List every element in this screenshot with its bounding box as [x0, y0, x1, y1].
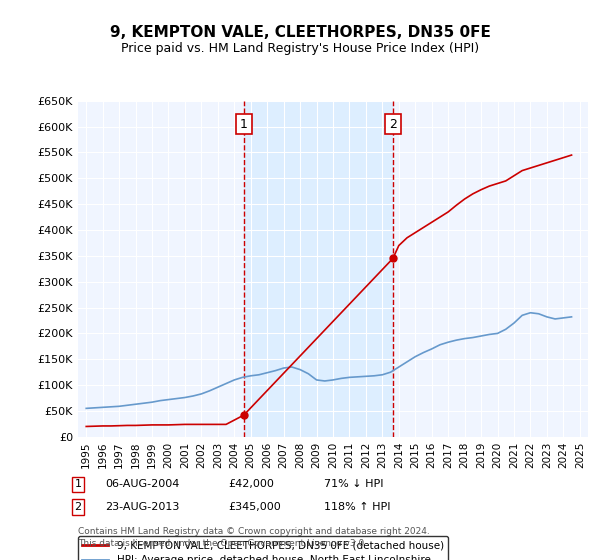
Text: 06-AUG-2004: 06-AUG-2004 [105, 479, 179, 489]
Text: 2: 2 [74, 502, 82, 512]
Text: 71% ↓ HPI: 71% ↓ HPI [324, 479, 383, 489]
Text: 1: 1 [240, 118, 248, 130]
Text: 9, KEMPTON VALE, CLEETHORPES, DN35 0FE: 9, KEMPTON VALE, CLEETHORPES, DN35 0FE [110, 25, 490, 40]
Text: 118% ↑ HPI: 118% ↑ HPI [324, 502, 391, 512]
Text: Price paid vs. HM Land Registry's House Price Index (HPI): Price paid vs. HM Land Registry's House … [121, 42, 479, 55]
Text: £345,000: £345,000 [228, 502, 281, 512]
Text: 23-AUG-2013: 23-AUG-2013 [105, 502, 179, 512]
Bar [244, 101, 393, 437]
Text: Contains HM Land Registry data © Crown copyright and database right 2024.
This d: Contains HM Land Registry data © Crown c… [78, 527, 430, 548]
Legend: 9, KEMPTON VALE, CLEETHORPES, DN35 0FE (detached house), HPI: Average price, det: 9, KEMPTON VALE, CLEETHORPES, DN35 0FE (… [78, 536, 448, 560]
Text: 1: 1 [74, 479, 82, 489]
Text: £42,000: £42,000 [228, 479, 274, 489]
Text: 2: 2 [389, 118, 397, 130]
